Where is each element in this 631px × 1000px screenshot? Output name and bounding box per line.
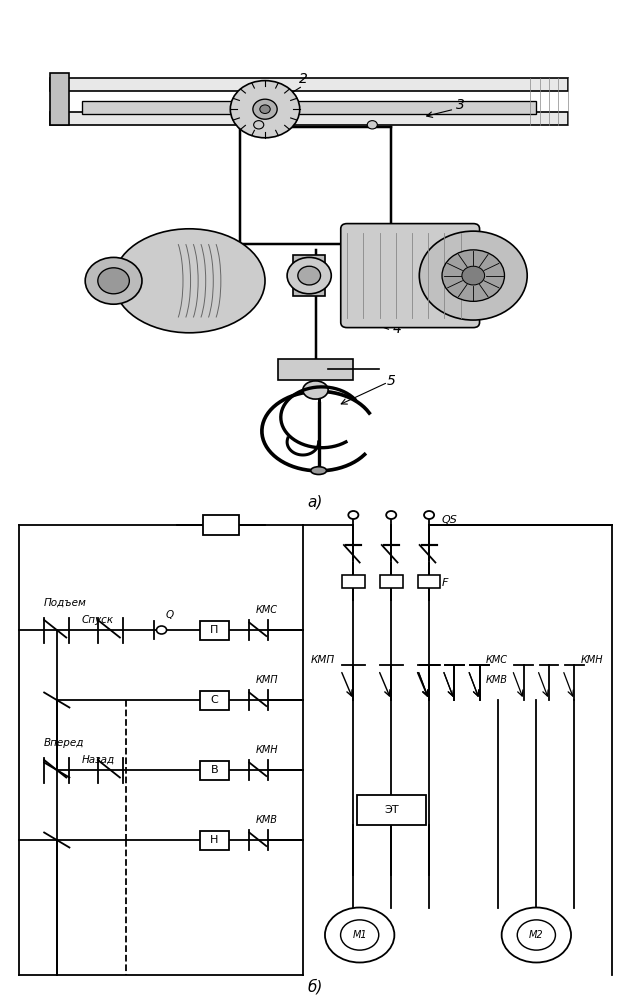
- Circle shape: [502, 908, 571, 962]
- Bar: [357, 795, 426, 825]
- Text: КМП: КМП: [256, 675, 278, 685]
- Text: КМС: КМС: [486, 655, 508, 665]
- Text: В: В: [211, 765, 218, 775]
- Text: М1: М1: [352, 930, 367, 940]
- Bar: [50, 78, 568, 91]
- Bar: [50, 112, 568, 125]
- Text: 1: 1: [134, 280, 143, 294]
- Bar: [203, 515, 239, 535]
- Text: Подъем: Подъем: [44, 597, 87, 607]
- Circle shape: [253, 99, 277, 119]
- Circle shape: [260, 105, 270, 113]
- Bar: [201, 830, 228, 850]
- Circle shape: [517, 920, 555, 950]
- Circle shape: [287, 257, 331, 294]
- Circle shape: [85, 257, 142, 304]
- Circle shape: [424, 511, 434, 519]
- Text: КМВ: КМВ: [486, 675, 508, 685]
- Text: Вперед: Вперед: [44, 738, 85, 748]
- Text: QS: QS: [442, 515, 457, 525]
- Bar: [201, 760, 228, 780]
- Text: 2: 2: [298, 72, 307, 86]
- Circle shape: [386, 511, 396, 519]
- Bar: [201, 690, 228, 710]
- Circle shape: [156, 626, 167, 634]
- Text: КМН: КМН: [581, 655, 603, 665]
- Circle shape: [98, 268, 129, 294]
- Bar: [201, 620, 228, 640]
- Bar: [293, 255, 325, 296]
- Bar: [418, 575, 440, 587]
- Text: КМС: КМС: [256, 605, 278, 615]
- Text: а): а): [308, 495, 323, 510]
- Text: Спуск: Спуск: [82, 615, 114, 625]
- Circle shape: [298, 266, 321, 285]
- Text: Назад: Назад: [82, 755, 115, 765]
- Text: б): б): [308, 979, 323, 995]
- Circle shape: [462, 266, 485, 285]
- Circle shape: [420, 231, 528, 320]
- Circle shape: [325, 908, 394, 962]
- Circle shape: [341, 920, 379, 950]
- Text: ЭТ: ЭТ: [384, 805, 399, 815]
- Bar: [82, 101, 536, 114]
- Text: F: F: [442, 578, 448, 587]
- FancyBboxPatch shape: [341, 224, 480, 328]
- Circle shape: [442, 250, 505, 301]
- Ellipse shape: [114, 229, 265, 333]
- Ellipse shape: [303, 381, 328, 399]
- Text: КМП: КМП: [310, 655, 334, 665]
- Circle shape: [254, 121, 264, 129]
- Circle shape: [348, 511, 358, 519]
- Text: Н: Н: [210, 835, 219, 845]
- Text: М2: М2: [529, 930, 544, 940]
- Text: 4: 4: [393, 322, 402, 336]
- Bar: [50, 73, 69, 125]
- Text: 5: 5: [387, 374, 396, 388]
- Bar: [278, 359, 353, 380]
- Text: С: С: [211, 695, 218, 705]
- Bar: [380, 575, 403, 587]
- Circle shape: [367, 121, 377, 129]
- Text: КМН: КМН: [256, 745, 278, 755]
- Text: КМВ: КМВ: [256, 815, 278, 825]
- Text: 3: 3: [456, 98, 465, 112]
- Text: П: П: [210, 625, 219, 635]
- Text: Q: Q: [165, 610, 174, 620]
- Bar: [342, 575, 365, 587]
- Ellipse shape: [311, 467, 327, 475]
- Circle shape: [230, 81, 300, 138]
